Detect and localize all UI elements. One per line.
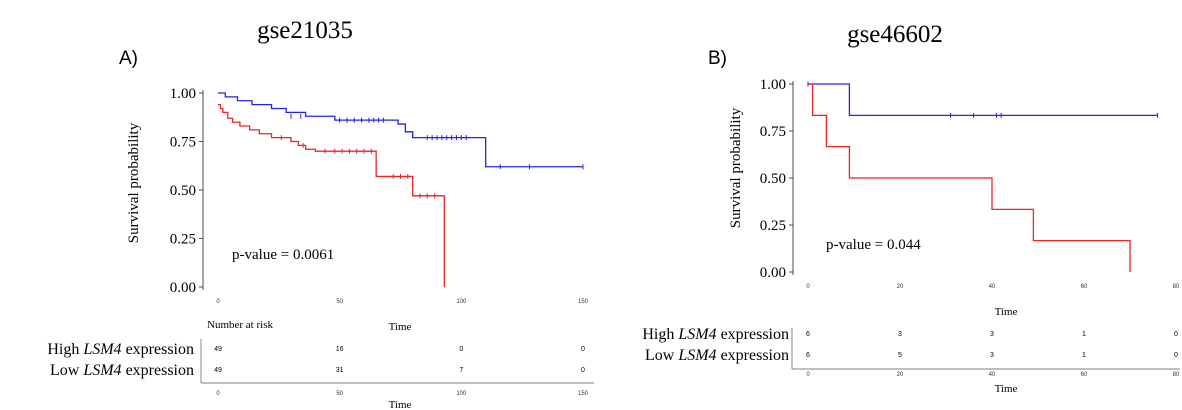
panel-b-pvalue: p-value = 0.044 xyxy=(826,237,921,253)
panel-b-xlabel: Time xyxy=(995,306,1018,318)
risk-x-tick-label: 0 xyxy=(216,391,220,397)
x-tick-label: 40 xyxy=(989,284,996,290)
y-tick-label: 1.00 xyxy=(760,77,786,93)
risk-count: 49 xyxy=(214,367,222,374)
panel-b-risk-label-low: Low LSM4 expression xyxy=(645,347,789,364)
risk-count: 0 xyxy=(1174,331,1178,338)
panel-b-title: gse46602 xyxy=(847,21,943,48)
risk-count: 31 xyxy=(336,367,344,374)
risk-count: 0 xyxy=(1174,352,1178,359)
risk-count: 3 xyxy=(898,331,902,338)
x-tick-label: 60 xyxy=(1081,284,1088,290)
y-tick-label: 0.50 xyxy=(170,183,196,199)
panel-a-risk-xlabel: Time xyxy=(389,399,412,410)
risk-count: 6 xyxy=(806,331,810,338)
survival-curve-low xyxy=(218,103,445,287)
x-tick-label: 80 xyxy=(1173,284,1180,290)
panel-b-y-ticks: 0.00 0.25 0.50 0.75 1.00 xyxy=(760,77,793,281)
x-tick-label: 0 xyxy=(216,299,220,305)
risk-x-tick-label: 50 xyxy=(336,391,343,397)
panel-a-risk-label-high: High LSM4 expression xyxy=(47,341,194,358)
risk-x-tick-label: 80 xyxy=(1173,372,1180,378)
panel-b-curves xyxy=(807,81,1159,272)
y-tick-label: 1.00 xyxy=(170,86,196,102)
risk-x-tick-label: 60 xyxy=(1081,372,1088,378)
panel-a-y-ticks: 0.00 0.25 0.50 0.75 1.00 xyxy=(170,86,203,296)
x-tick-label: 0 xyxy=(806,284,810,290)
panel-a-curves xyxy=(218,92,584,287)
risk-x-tick-label: 0 xyxy=(806,372,810,378)
risk-count: 0 xyxy=(581,367,585,374)
x-tick-label: 150 xyxy=(578,299,589,305)
panel-a-risk-x-ticks: 0 50 100 150 xyxy=(216,391,588,397)
risk-count: 49 xyxy=(214,346,222,353)
panel-a: gse21035 A) Survival probability 0.00 0.2… xyxy=(47,17,594,410)
y-tick-label: 0.00 xyxy=(760,265,786,281)
risk-count: 16 xyxy=(336,346,344,353)
risk-count: 0 xyxy=(459,346,463,353)
panel-a-title: gse21035 xyxy=(257,17,353,44)
panel-a-ylabel: Survival probability xyxy=(126,122,142,243)
y-tick-label: 0.00 xyxy=(170,280,196,296)
y-tick-label: 0.25 xyxy=(760,218,786,234)
x-tick-label: 50 xyxy=(336,299,343,305)
survival-curve-high xyxy=(808,83,1158,117)
panel-b-risk-counts: 6 3 3 1 0 6 5 3 1 0 xyxy=(806,331,1178,359)
risk-x-tick-label: 150 xyxy=(578,391,589,397)
panel-b: gse46602 B) Survival probability 0.00 0.2… xyxy=(642,21,1180,395)
survival-curve-low xyxy=(808,83,1131,272)
risk-count: 1 xyxy=(1082,352,1086,359)
y-tick-label: 0.75 xyxy=(760,124,786,140)
panel-a-pvalue: p-value = 0.0061 xyxy=(232,247,334,263)
risk-count: 5 xyxy=(898,352,902,359)
panel-b-risk-label-high: High LSM4 expression xyxy=(642,326,789,343)
panel-b-ylabel: Survival probability xyxy=(728,107,744,228)
panel-b-label: B) xyxy=(708,48,727,69)
risk-count: 6 xyxy=(806,352,810,359)
risk-x-tick-label: 100 xyxy=(456,391,467,397)
panel-a-risk-label-low: Low LSM4 expression xyxy=(50,362,194,379)
risk-count: 3 xyxy=(990,352,994,359)
panel-b-risk-x-ticks: 0 20 40 60 80 xyxy=(806,372,1180,378)
survival-curve-high xyxy=(218,92,583,168)
panel-b-risk-xlabel: Time xyxy=(995,383,1018,395)
risk-x-tick-label: 20 xyxy=(897,372,904,378)
panel-b-x-ticks: 0 20 40 60 80 xyxy=(806,284,1180,290)
risk-count: 3 xyxy=(990,331,994,338)
panel-a-risk-heading: Number at risk xyxy=(207,319,273,331)
risk-x-tick-label: 40 xyxy=(989,372,996,378)
y-tick-label: 0.25 xyxy=(170,232,196,248)
y-tick-label: 0.75 xyxy=(170,135,196,151)
panel-a-risk-counts: 49 16 0 0 49 31 7 0 xyxy=(214,346,585,374)
x-tick-label: 100 xyxy=(456,299,467,305)
panel-a-label: A) xyxy=(119,48,138,69)
y-tick-label: 0.50 xyxy=(760,171,786,187)
x-tick-label: 20 xyxy=(897,284,904,290)
panel-a-x-ticks: 0 50 100 150 xyxy=(216,299,588,305)
risk-count: 1 xyxy=(1082,331,1086,338)
risk-count: 7 xyxy=(459,367,463,374)
risk-count: 0 xyxy=(581,346,585,353)
panel-a-xlabel: Time xyxy=(389,321,412,333)
